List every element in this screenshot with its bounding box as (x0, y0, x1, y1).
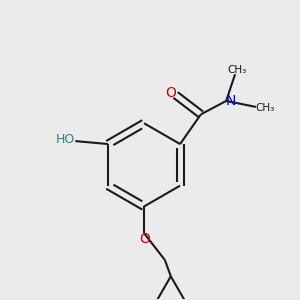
Text: N: N (225, 94, 236, 108)
Text: O: O (165, 85, 176, 100)
Text: O: O (140, 232, 150, 246)
Text: CH₃: CH₃ (227, 65, 246, 75)
Text: CH₃: CH₃ (255, 103, 274, 113)
Text: HO: HO (55, 133, 74, 146)
